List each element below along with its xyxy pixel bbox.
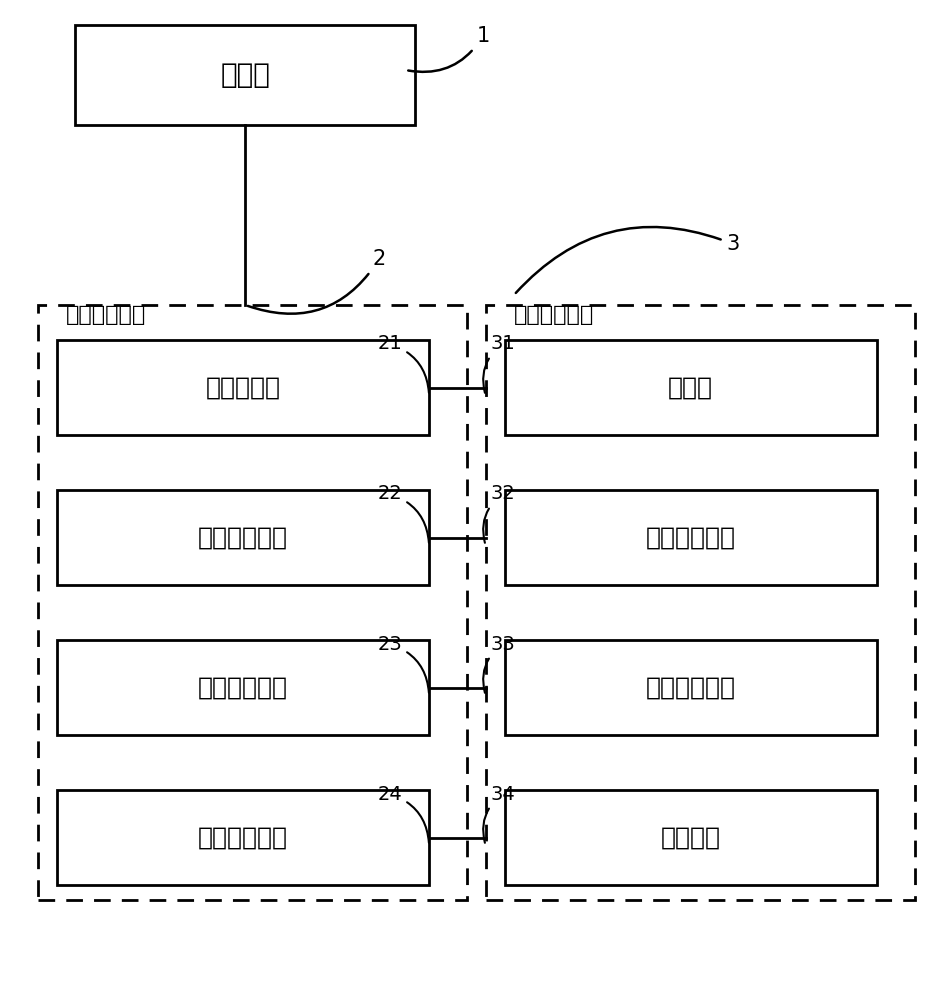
Text: 处理器: 处理器	[221, 61, 270, 89]
Bar	[75, 25, 415, 125]
Text: 显示屏接口: 显示屏接口	[206, 376, 280, 400]
Text: 31: 31	[483, 334, 515, 393]
Bar	[57, 640, 429, 735]
Bar	[505, 640, 877, 735]
Text: 音频输入设备: 音频输入设备	[646, 526, 736, 550]
Text: 音频输入接口: 音频输入接口	[198, 526, 288, 550]
Bar	[38, 305, 467, 900]
Text: 1: 1	[408, 26, 489, 72]
Text: 人机交互设备: 人机交互设备	[514, 305, 594, 325]
Text: 操作面板接口: 操作面板接口	[198, 826, 288, 850]
Text: 音频输出接口: 音频输出接口	[198, 676, 288, 700]
Bar	[505, 790, 877, 885]
Text: 3: 3	[516, 227, 739, 293]
Text: 操作面板: 操作面板	[661, 826, 720, 850]
Text: 32: 32	[483, 485, 515, 543]
Text: 23: 23	[377, 635, 429, 693]
Text: 34: 34	[483, 784, 515, 843]
Text: 21: 21	[377, 334, 429, 393]
Text: 24: 24	[377, 784, 429, 843]
Text: 人机交互接口: 人机交互接口	[66, 305, 146, 325]
Text: 2: 2	[248, 249, 386, 314]
Text: 33: 33	[483, 635, 515, 693]
Bar	[505, 490, 877, 585]
Bar	[505, 340, 877, 435]
Text: 显示屏: 显示屏	[669, 376, 713, 400]
Bar	[486, 305, 915, 900]
Bar	[57, 340, 429, 435]
Text: 22: 22	[377, 485, 429, 543]
Text: 音频输出设备: 音频输出设备	[646, 676, 736, 700]
Bar	[57, 490, 429, 585]
Bar	[57, 790, 429, 885]
